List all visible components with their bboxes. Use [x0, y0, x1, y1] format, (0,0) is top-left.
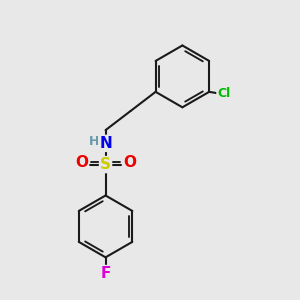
Text: N: N: [99, 136, 112, 151]
Text: O: O: [123, 155, 136, 170]
Text: Cl: Cl: [217, 87, 230, 100]
Text: H: H: [89, 135, 100, 148]
Text: S: S: [100, 157, 111, 172]
Text: F: F: [100, 266, 111, 281]
Text: O: O: [75, 155, 88, 170]
